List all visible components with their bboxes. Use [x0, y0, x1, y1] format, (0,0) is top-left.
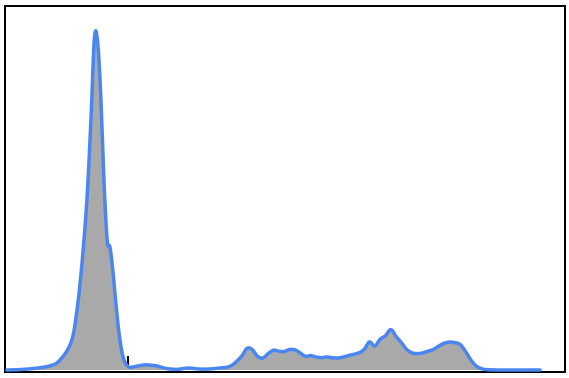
plot-frame	[4, 5, 566, 373]
density-curve-line	[5, 29, 542, 372]
